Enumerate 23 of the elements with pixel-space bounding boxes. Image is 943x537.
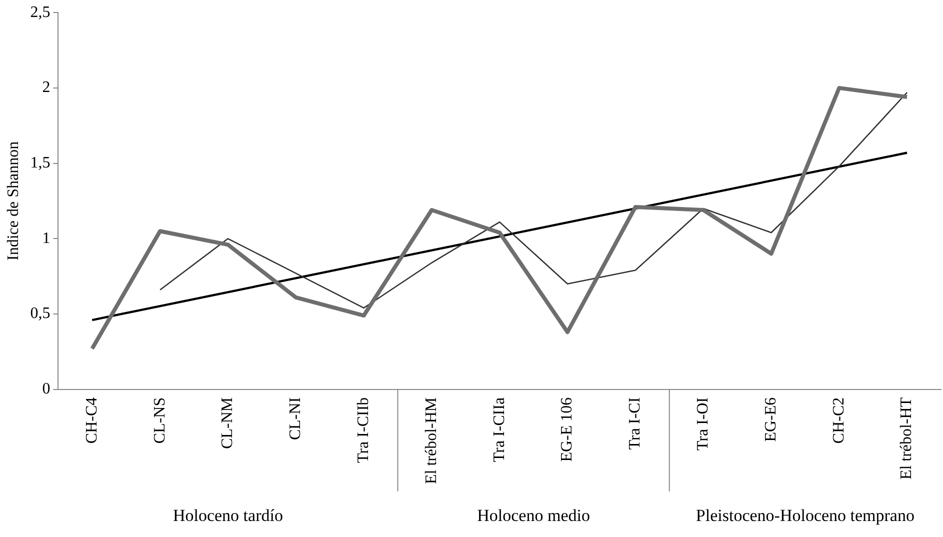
y-axis-title: Indice de Shannon: [4, 141, 22, 261]
x-tick-label: Tra I-CIIb: [354, 397, 372, 463]
x-tick-label: CL-NS: [151, 397, 168, 444]
y-tick-label: 2,5: [30, 4, 50, 21]
y-tick-label: 1: [42, 230, 50, 247]
text: Pleistoceno-Holoceno temprano: [696, 506, 914, 525]
x-tick-label: Tra I-CI: [626, 397, 644, 450]
y-tick-label: 2: [42, 79, 50, 96]
x-tick-label: El trébol-HM: [422, 397, 440, 484]
x-tick-label: CL-NI: [287, 397, 304, 440]
x-tick-label: Tra I-CIIa: [490, 397, 508, 462]
x-tick-label: EG-E 106: [558, 397, 576, 462]
y-tick-label: 0: [42, 380, 50, 398]
x-tick-label: CL-NM: [219, 397, 236, 449]
y-tick-label: 0,5: [30, 305, 50, 322]
x-tick-label: CH-C4: [83, 397, 100, 444]
y-tick-label: 1,5: [30, 154, 50, 172]
text: Holoceno medio: [477, 506, 590, 525]
text: Holoceno tardío: [172, 506, 283, 525]
x-tick-label: CH-C2: [830, 397, 848, 444]
x-tick-label: EG-E6: [762, 397, 780, 442]
x-tick-label: Tra I-OI: [694, 397, 712, 451]
x-tick-label: El trébol-HT: [898, 397, 916, 480]
